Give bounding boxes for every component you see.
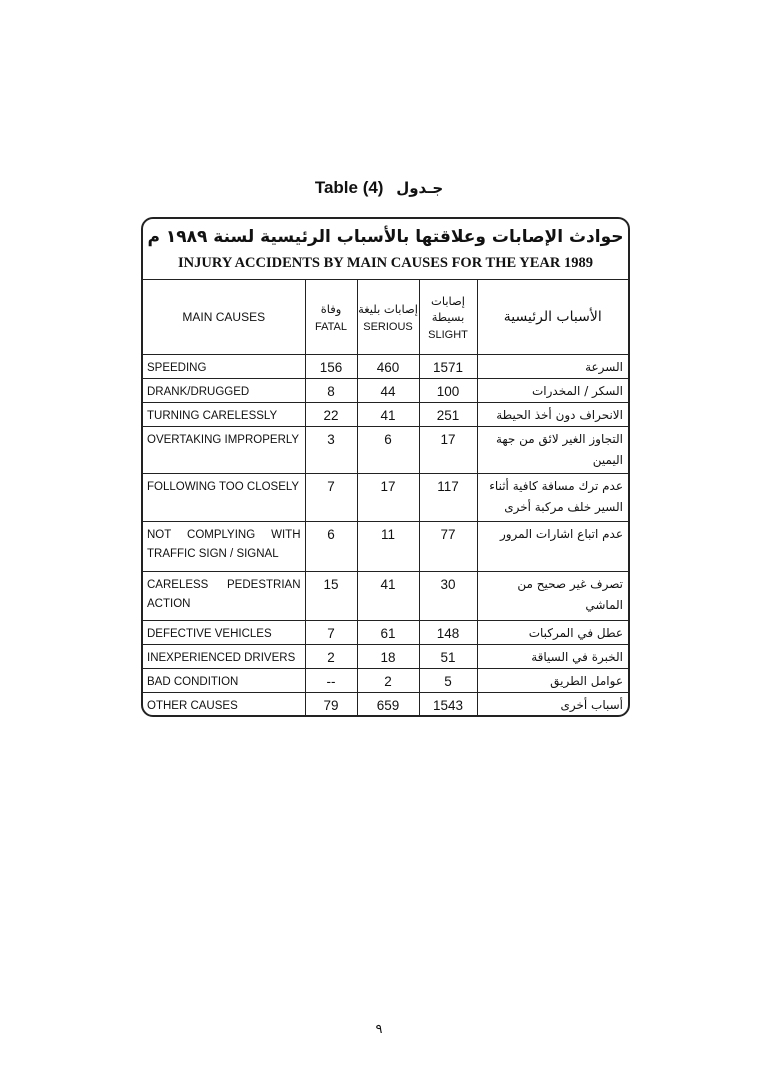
serious-cell: 460 bbox=[356, 354, 420, 379]
fatal-cell: 7 bbox=[304, 620, 358, 645]
serious-cell: 44 bbox=[356, 378, 420, 403]
cause-ar-cell: السرعة bbox=[476, 354, 628, 379]
fatal-cell: 7 bbox=[304, 473, 358, 522]
table-row: FOLLOWING TOO CLOSELY 7 17 117 عدم ترك مسافة… bbox=[143, 473, 628, 522]
caption-ar: جـدول bbox=[396, 179, 444, 197]
table-row: OTHER CAUSES 79 659 1543 أسباب أخرى bbox=[143, 692, 628, 715]
table-row: DEFECTIVE VEHICLES 7 61 148 عطل في المركبات bbox=[143, 620, 628, 645]
cause-ar-cell: عوامل الطريق bbox=[476, 668, 628, 693]
cause-cell: INEXPERIENCED DRIVERS bbox=[143, 644, 306, 669]
slight-cell: 77 bbox=[418, 521, 478, 572]
header-row: MAIN CAUSES وفاة FATAL إصابات بليغة SERIOU… bbox=[143, 280, 628, 355]
table-row: DRANK/DRUGGED 8 44 100 السكر / المخدرات bbox=[143, 378, 628, 403]
table-row: SPEEDING 156 460 1571 السرعة bbox=[143, 354, 628, 379]
cause-ar-cell: عطل في المركبات bbox=[476, 620, 628, 645]
header-main-causes-ar: الأسباب الرئيسية bbox=[476, 280, 628, 355]
cause-ar-cell: الخبرة في السياقة bbox=[476, 644, 628, 669]
cause-cell: NOT COMPLYING WITH TRAFFIC SIGN / SIGNAL bbox=[143, 521, 306, 572]
cause-cell: DRANK/DRUGGED bbox=[143, 378, 306, 403]
slight-cell: 5 bbox=[418, 668, 478, 693]
table-caption: Table (4) جـدول bbox=[0, 178, 758, 198]
cause-cell: DEFECTIVE VEHICLES bbox=[143, 620, 306, 645]
fatal-cell: 15 bbox=[304, 571, 358, 621]
page-number: ٩ bbox=[375, 1022, 383, 1037]
serious-cell: 41 bbox=[356, 402, 420, 427]
slight-cell: 117 bbox=[418, 473, 478, 522]
cause-cell: SPEEDING bbox=[143, 354, 306, 379]
table-row: TURNING CARELESSLY 22 41 251 الانحراف دون أخ… bbox=[143, 402, 628, 427]
serious-cell: 6 bbox=[356, 426, 420, 474]
slight-cell: 1543 bbox=[418, 692, 478, 715]
serious-cell: 2 bbox=[356, 668, 420, 693]
slight-cell: 148 bbox=[418, 620, 478, 645]
table-title-en: INJURY ACCIDENTS BY MAIN CAUSES FOR THE … bbox=[178, 255, 593, 271]
serious-cell: 18 bbox=[356, 644, 420, 669]
table-title-ar: حوادث الإصابات وعلاقتها بالأسباب الرئيسي… bbox=[147, 227, 624, 247]
header-fatal: وفاة FATAL bbox=[304, 280, 358, 355]
header-serious: إصابات بليغة SERIOUS bbox=[356, 280, 420, 355]
cause-ar-cell: الانحراف دون أخذ الحيطة bbox=[476, 402, 628, 427]
cause-ar-cell: تصرف غير صحيح من الماشي bbox=[476, 571, 628, 621]
header-main-causes: MAIN CAUSES bbox=[143, 280, 306, 355]
cause-ar-cell: السكر / المخدرات bbox=[476, 378, 628, 403]
serious-cell: 41 bbox=[356, 571, 420, 621]
cause-ar-cell: عدم ترك مسافة كافية أثناء السير خلف مركب… bbox=[476, 473, 628, 522]
serious-cell: 11 bbox=[356, 521, 420, 572]
table-row: NOT COMPLYING WITH TRAFFIC SIGN / SIGNAL… bbox=[143, 521, 628, 572]
serious-cell: 17 bbox=[356, 473, 420, 522]
data-table-box: حوادث الإصابات وعلاقتها بالأسباب الرئيسي… bbox=[141, 217, 630, 717]
fatal-cell: 6 bbox=[304, 521, 358, 572]
fatal-cell: 79 bbox=[304, 692, 358, 715]
fatal-cell: 3 bbox=[304, 426, 358, 474]
fatal-cell: -- bbox=[304, 668, 358, 693]
serious-cell: 61 bbox=[356, 620, 420, 645]
slight-cell: 1571 bbox=[418, 354, 478, 379]
slight-cell: 100 bbox=[418, 378, 478, 403]
table-row: INEXPERIENCED DRIVERS 2 18 51 الخبرة في السي… bbox=[143, 644, 628, 669]
data-table: MAIN CAUSES وفاة FATAL إصابات بليغة SERIOU… bbox=[143, 280, 628, 715]
cause-cell: TURNING CARELESSLY bbox=[143, 402, 306, 427]
serious-cell: 659 bbox=[356, 692, 420, 715]
table-row: OVERTAKING IMPROPERLY 3 6 17 التجاوز الغير ل… bbox=[143, 426, 628, 474]
cause-ar-cell: أسباب أخرى bbox=[476, 692, 628, 715]
table-row: BAD CONDITION -- 2 5 عوامل الطريق bbox=[143, 668, 628, 693]
cause-cell: OVERTAKING IMPROPERLY bbox=[143, 426, 306, 474]
cause-ar-cell: عدم اتباع اشارات المرور bbox=[476, 521, 628, 572]
slight-cell: 17 bbox=[418, 426, 478, 474]
fatal-cell: 8 bbox=[304, 378, 358, 403]
cause-cell: BAD CONDITION bbox=[143, 668, 306, 693]
cause-cell: FOLLOWING TOO CLOSELY bbox=[143, 473, 306, 522]
cause-cell: CARELESS PEDESTRIAN ACTION bbox=[143, 571, 306, 621]
header-slight: إصابات بسيطة SLIGHT bbox=[418, 280, 478, 355]
cause-ar-cell: التجاوز الغير لائق من جهة اليمين bbox=[476, 426, 628, 474]
table-row: CARELESS PEDESTRIAN ACTION 15 41 30 تصرف غير… bbox=[143, 571, 628, 621]
fatal-cell: 2 bbox=[304, 644, 358, 669]
table-title: حوادث الإصابات وعلاقتها بالأسباب الرئيسي… bbox=[143, 219, 628, 280]
fatal-cell: 22 bbox=[304, 402, 358, 427]
slight-cell: 51 bbox=[418, 644, 478, 669]
caption-en: Table (4) bbox=[314, 178, 384, 197]
cause-cell: OTHER CAUSES bbox=[143, 692, 306, 715]
slight-cell: 251 bbox=[418, 402, 478, 427]
fatal-cell: 156 bbox=[304, 354, 358, 379]
slight-cell: 30 bbox=[418, 571, 478, 621]
